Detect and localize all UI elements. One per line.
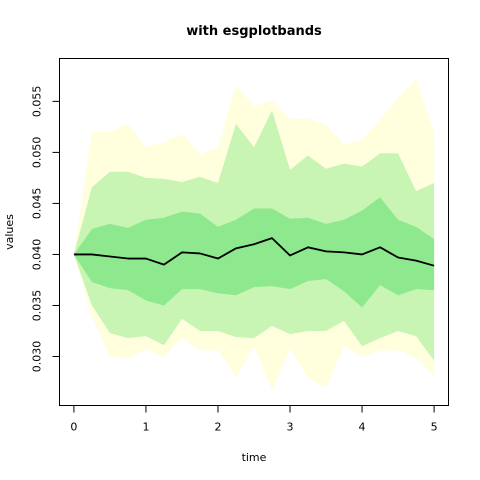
line-layer [73, 237, 435, 267]
x-tick-label: 5 [431, 421, 438, 434]
y-axis-label: values [3, 214, 16, 250]
x-tick-label: 2 [214, 421, 221, 434]
y-tick-label: 0.030 [31, 341, 44, 373]
median-line-1 [73, 237, 435, 267]
bands-layer [73, 78, 435, 391]
y-tick-label: 0.045 [31, 188, 44, 220]
x-tick-label: 1 [142, 421, 149, 434]
y-axis: 0.030 0.035 0.040 0.045 0.050 0.055 [31, 86, 60, 373]
x-tick-label: 0 [70, 421, 77, 434]
x-tick-label: 3 [287, 421, 294, 434]
y-tick-label: 0.040 [31, 239, 44, 271]
band-3 [73, 197, 435, 308]
x-axis-label: time [242, 451, 267, 464]
y-tick-label: 0.035 [31, 290, 44, 322]
y-tick-label: 0.055 [31, 86, 44, 118]
x-axis: 0 1 2 3 4 5 [70, 405, 438, 434]
y-tick-label: 0.050 [31, 137, 44, 169]
x-tick-label: 4 [359, 421, 366, 434]
chart-title: with esgplotbands [186, 24, 322, 39]
